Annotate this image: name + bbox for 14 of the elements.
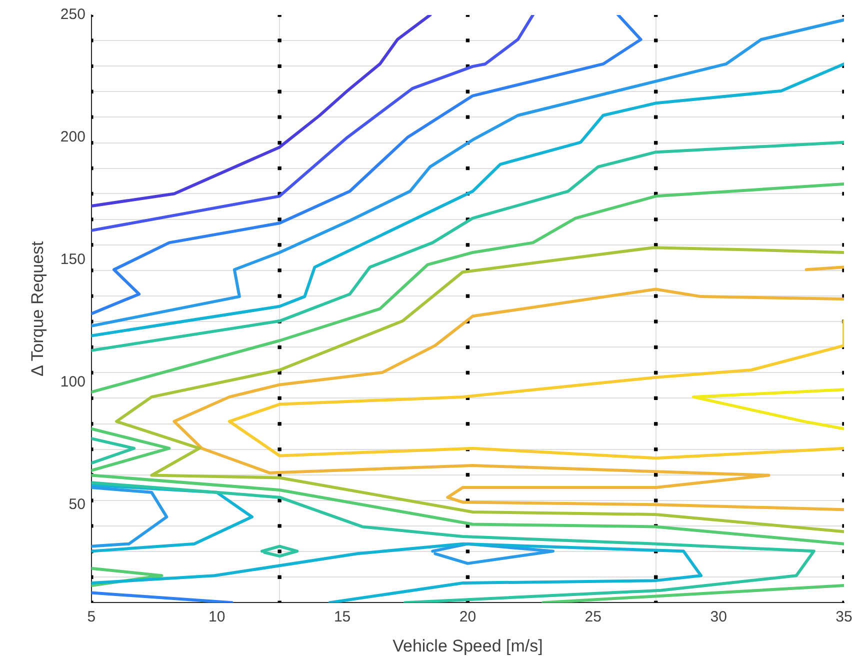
y-tick-label: 100: [60, 373, 86, 390]
y-axis-title: Δ Torque Request: [28, 240, 47, 376]
y-tick-label: 250: [60, 6, 86, 24]
x-tick-label: 35: [836, 608, 852, 626]
x-tick-label: 25: [584, 608, 602, 626]
y-tick-label: 200: [60, 128, 86, 146]
x-tick-label: 5: [87, 608, 96, 626]
y-tick-label: 50: [68, 496, 86, 513]
y-tick-label: 150: [60, 250, 86, 268]
x-tick-label: 30: [710, 608, 727, 626]
x-tick-label: 15: [334, 608, 351, 626]
x-tick-label: 20: [459, 608, 476, 626]
x-tick-label: 10: [208, 608, 226, 626]
x-axis-title: Vehicle Speed [m/s]: [392, 636, 543, 656]
